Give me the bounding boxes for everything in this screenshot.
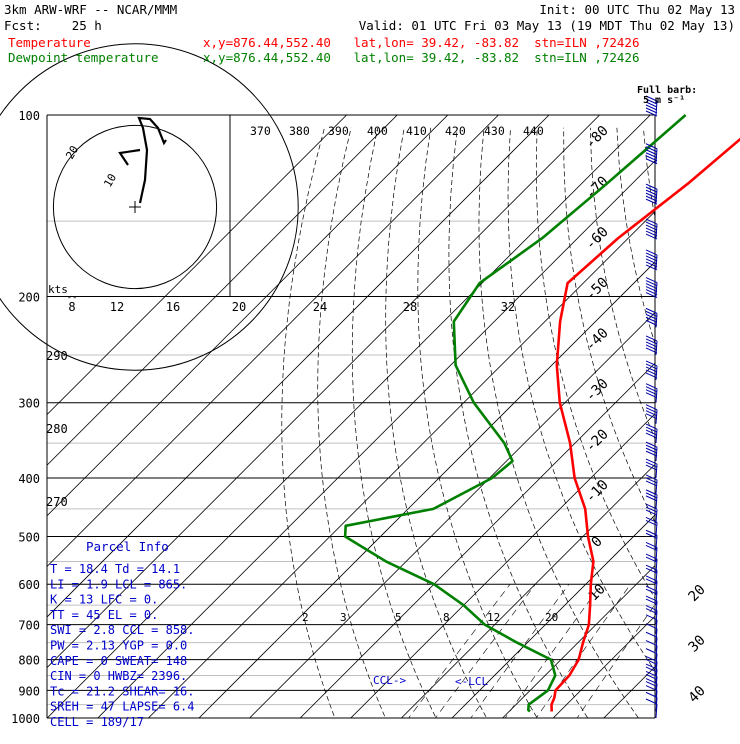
mixing-ratio-label: 3 — [340, 611, 347, 624]
series-layer — [345, 115, 740, 711]
dewpoint-legend-label: Dewpoint temperature — [8, 50, 159, 65]
isotherm-line — [591, 102, 740, 731]
pressure-tick-label: 600 — [18, 578, 40, 592]
dry-adiabat — [449, 128, 597, 731]
theta-left-label: 290 — [46, 349, 68, 363]
dry-adiabat — [508, 128, 699, 731]
hodograph-ring — [0, 44, 298, 370]
temperature-legend-info: x,y=876.44,552.40 lat,lon= 39.42, -83.82… — [203, 35, 640, 50]
parcel-info-row: CIN = 0 HWBZ= 2396. — [50, 669, 187, 683]
hodograph-scale-label: 20 — [232, 300, 246, 314]
temperature-tick-label: 30 — [686, 632, 709, 655]
hodograph-scale-dash: -- — [67, 293, 78, 303]
theta-label: 400 — [367, 124, 388, 138]
pressure-tick-label: 300 — [18, 397, 40, 411]
parcel-info-row: SWI = 2.8 CCL = 858. — [50, 623, 195, 637]
parcel-info-row: CAPE = 0 SWEAT= 148 — [50, 654, 187, 668]
dry-adiabat — [386, 128, 494, 731]
dry-adiabat — [590, 128, 740, 731]
dewpoint-legend-info: x,y=876.44,552.40 lat,lon= 39.42, -83.82… — [203, 50, 640, 65]
theta-label: 420 — [445, 124, 466, 138]
dry-adiabat — [479, 128, 648, 731]
pressure-tick-label: 1000 — [11, 712, 40, 726]
parcel-info-row: TT = 45 EL = 0. — [50, 608, 158, 622]
mixing-ratio-label: 5 — [395, 611, 402, 624]
hodograph-scale-label: 12 — [110, 300, 124, 314]
isotherm-line — [540, 102, 740, 731]
parcel-info-panel: Parcel Info T = 18.4 Td = 14.1LI = 1.9 L… — [50, 539, 195, 729]
parcel-info-row: LI = 1.9 LCL = 865. — [50, 577, 187, 591]
dry-adiabat — [617, 128, 740, 731]
theta-label: 390 — [328, 124, 349, 138]
dry-adiabat — [318, 128, 392, 731]
parcel-info-row: K = 13 LFC = 0. — [50, 593, 158, 607]
isotherm-line — [490, 102, 740, 731]
pressure-tick-label: 900 — [18, 684, 40, 698]
isotherm-line — [237, 102, 740, 731]
hodograph-scale-label: 24 — [313, 300, 327, 314]
mixing-ratio-label: 20 — [545, 611, 558, 624]
theta-left-label: 280 — [46, 422, 68, 436]
parcel-info-row: PW = 2.13 YGP = 0.0 — [50, 639, 187, 653]
theta-label: 430 — [484, 124, 505, 138]
valid-time: Valid: 01 UTC Fri 03 May 13 (19 MDT Thu … — [359, 18, 735, 33]
theta-label: 410 — [406, 124, 427, 138]
parcel-info-title: Parcel Info — [86, 539, 169, 554]
temperature-tick-label: 40 — [686, 683, 709, 706]
hodograph-scale-label: 32 — [501, 300, 515, 314]
dry-adiabat — [723, 128, 740, 731]
pressure-tick-label: 400 — [18, 472, 40, 486]
theta-label: 380 — [289, 124, 310, 138]
full-barb-unit: 5 m s⁻¹ — [643, 95, 685, 106]
pressure-tick-label: 800 — [18, 654, 40, 668]
mixing-ratio-label: 2 — [302, 611, 309, 624]
mixing-ratio-label: 12 — [487, 611, 500, 624]
temperature-line — [552, 115, 740, 711]
theta-label: 440 — [523, 124, 544, 138]
model-title: 3km ARW-WRF -- NCAR/MMM — [4, 2, 177, 17]
forecast-hour: Fcst: 25 h — [4, 18, 102, 33]
temperature-legend-label: Temperature — [8, 35, 91, 50]
init-time: Init: 00 UTC Thu 02 May 13 — [539, 2, 735, 17]
parcel-info-row: Tc = 21.2 SHEAR= 16. — [50, 684, 195, 698]
pressure-tick-label: 700 — [18, 619, 40, 633]
mixing-ratio-label: 8 — [443, 611, 450, 624]
ccl-marker: CCL-> — [373, 674, 406, 687]
parcel-info-row: T = 18.4 Td = 14.1 — [50, 562, 180, 576]
theta-left-label: 270 — [46, 495, 68, 509]
hodograph-units: kts — [48, 283, 68, 296]
parcel-info-row: CELL = 189/17 — [50, 715, 144, 729]
hodograph-scale-label: 16 — [166, 300, 180, 314]
parcel-info-row: SREH = 47 LAPSE= 6.4 — [50, 700, 195, 714]
mixing-ratio-line — [399, 584, 510, 731]
isotherm-line — [338, 102, 740, 731]
mixing-ratio-line — [569, 584, 670, 731]
hodograph-scale-label: 28 — [403, 300, 417, 314]
pressure-tick-label: 500 — [18, 530, 40, 544]
temperature-tick-label: 20 — [686, 582, 709, 605]
lcl-marker: <-LCL — [455, 675, 488, 688]
